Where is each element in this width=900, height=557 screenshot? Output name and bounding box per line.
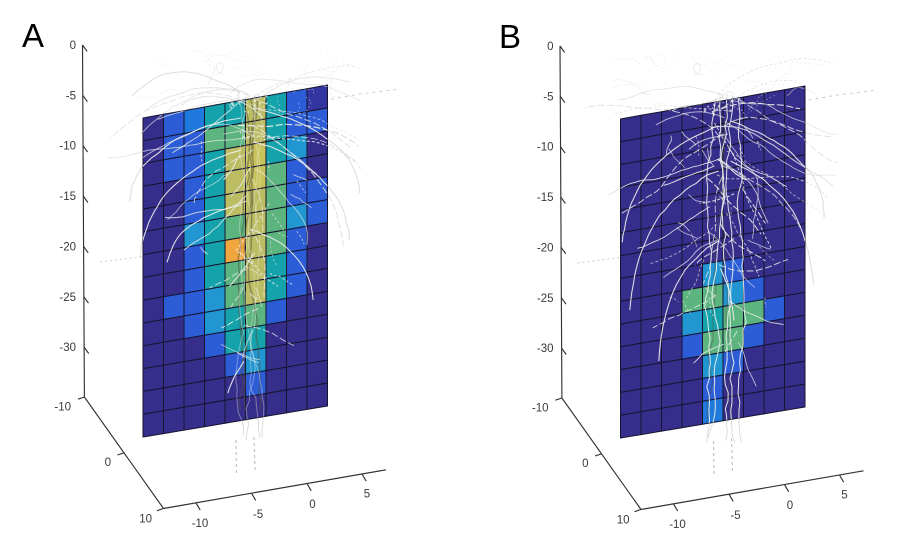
svg-text:-25: -25 (59, 292, 76, 304)
svg-text:-15: -15 (537, 192, 554, 204)
svg-text:0: 0 (309, 499, 315, 511)
svg-text:10: 10 (139, 514, 152, 526)
svg-text:-20: -20 (537, 242, 554, 254)
svg-text:0: 0 (582, 458, 588, 470)
svg-text:-20: -20 (59, 241, 76, 253)
svg-text:A: A (22, 17, 44, 54)
svg-text:-30: -30 (59, 342, 76, 354)
svg-text:-10: -10 (532, 403, 549, 415)
svg-text:-10: -10 (54, 402, 71, 414)
svg-text:5: 5 (841, 490, 847, 502)
svg-text:-5: -5 (66, 90, 76, 102)
svg-text:-15: -15 (59, 191, 76, 203)
svg-text:-10: -10 (192, 518, 209, 530)
svg-text:-10: -10 (537, 142, 554, 154)
svg-text:-5: -5 (543, 91, 553, 103)
svg-text:-5: -5 (730, 510, 740, 522)
svg-text:-10: -10 (59, 141, 76, 153)
svg-text:10: 10 (617, 515, 630, 527)
svg-text:B: B (499, 18, 521, 55)
svg-text:0: 0 (547, 41, 553, 53)
svg-text:-10: -10 (669, 519, 686, 531)
svg-text:0: 0 (105, 457, 111, 469)
svg-text:5: 5 (364, 489, 370, 501)
svg-text:-25: -25 (537, 293, 554, 305)
svg-text:0: 0 (70, 40, 76, 52)
svg-text:-5: -5 (253, 509, 263, 521)
svg-text:-30: -30 (537, 343, 554, 355)
svg-text:0: 0 (787, 500, 793, 512)
